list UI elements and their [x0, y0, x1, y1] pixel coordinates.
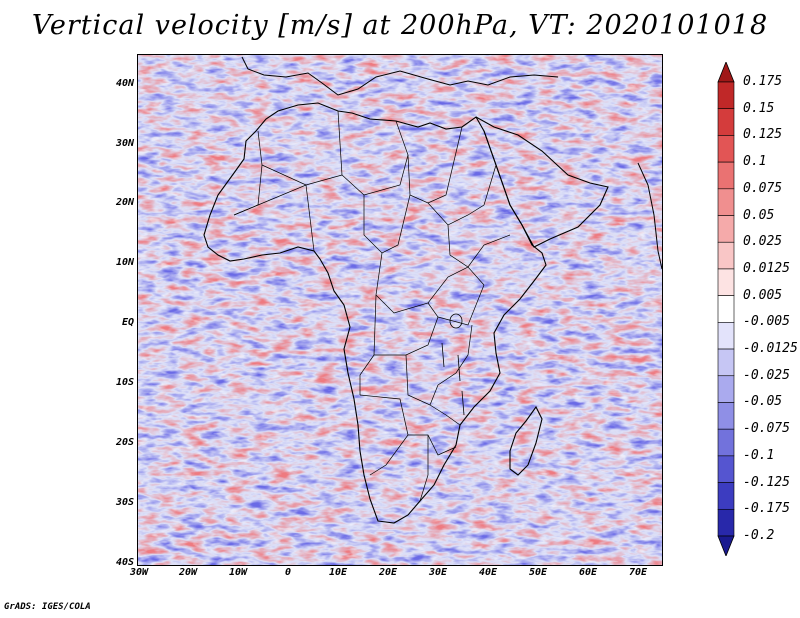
colorbar-box: [717, 402, 735, 430]
colorbar-box: [717, 348, 735, 377]
lat-label: 20N: [115, 197, 134, 208]
map-canvas: [138, 55, 662, 565]
colorbar-box: [717, 188, 735, 216]
lakes: [441, 313, 465, 416]
lon-label: 10W: [228, 567, 248, 578]
colorbar-label: 0.075: [743, 180, 783, 196]
lat-label: 30N: [115, 138, 134, 149]
lon-label: 20E: [378, 567, 398, 578]
lon-label: 60E: [578, 567, 598, 578]
lon-label: 30W: [129, 567, 149, 578]
colorbar-label: 0.025: [743, 234, 783, 250]
colorbar-box: [717, 322, 735, 350]
lat-label: 40N: [115, 78, 134, 89]
lon-label: 0: [284, 567, 292, 578]
lat-label: EQ: [121, 317, 134, 328]
colorbar-box: [717, 295, 735, 323]
lon-label: 10E: [328, 567, 348, 578]
madagascar-coastline: [509, 405, 543, 476]
colorbar-label: 0.0125: [743, 260, 790, 276]
lon-label: 50E: [528, 567, 548, 578]
lat-label: 20S: [115, 437, 134, 448]
colorbar-label: -0.0125: [743, 341, 798, 357]
colorbar-top-arrow: [717, 62, 735, 83]
lat-label: 10S: [115, 377, 134, 388]
colorbar-label: -0.075: [743, 421, 790, 437]
colorbar-box: [717, 215, 735, 243]
colorbar-label: 0.1: [743, 154, 767, 170]
lat-label: 10N: [115, 257, 134, 268]
colorbar-label: -0.125: [743, 474, 790, 490]
lat-label: 40S: [115, 557, 134, 568]
arabia-coastline: [475, 116, 609, 248]
country-borders: [233, 110, 511, 502]
europe-coastline: [241, 56, 559, 96]
colorbar-box: [717, 508, 735, 537]
colorbar-label: 0.005: [743, 287, 783, 303]
india-coastline: [637, 162, 662, 270]
lon-label: 30E: [428, 567, 448, 578]
colorbar-label: 0.175: [743, 74, 783, 89]
colorbar-label: 0.15: [743, 100, 775, 116]
africa-coastline: [203, 102, 547, 524]
colorbar-box: [717, 161, 735, 190]
map-panel: [137, 54, 663, 566]
colorbar-label: -0.005: [743, 314, 790, 330]
colorbar-box: [717, 81, 735, 110]
colorbar-label: 0.05: [743, 207, 775, 223]
colorbar-label: -0.2: [743, 528, 775, 543]
credit-text: GrADS: IGES/COLA: [4, 602, 91, 612]
colorbar-bottom-arrow: [717, 535, 735, 556]
lon-label: 40E: [478, 567, 498, 578]
velocity-field-detail: [138, 55, 662, 565]
colorbar-box: [717, 482, 735, 510]
lat-label: 30S: [115, 497, 134, 508]
colorbar-label: -0.05: [743, 394, 783, 410]
lon-label: 20W: [178, 567, 198, 578]
colorbar-box: [717, 108, 735, 136]
colorbar-label: 0.125: [743, 127, 783, 143]
colorbar-label: -0.1: [743, 447, 775, 463]
colorbar-box: [717, 135, 735, 163]
lon-label: 70E: [628, 567, 648, 578]
colorbar-box: [717, 428, 735, 457]
colorbar-box: [717, 375, 735, 403]
colorbar-box: [717, 241, 735, 270]
colorbar-box: [717, 268, 735, 296]
colorbar: [717, 62, 735, 556]
colorbar-label: -0.025: [743, 367, 790, 383]
colorbar-label: -0.175: [743, 501, 790, 517]
colorbar-box: [717, 455, 735, 483]
plot-title: Vertical velocity [m/s] at 200hPa, VT: 2…: [31, 10, 769, 41]
